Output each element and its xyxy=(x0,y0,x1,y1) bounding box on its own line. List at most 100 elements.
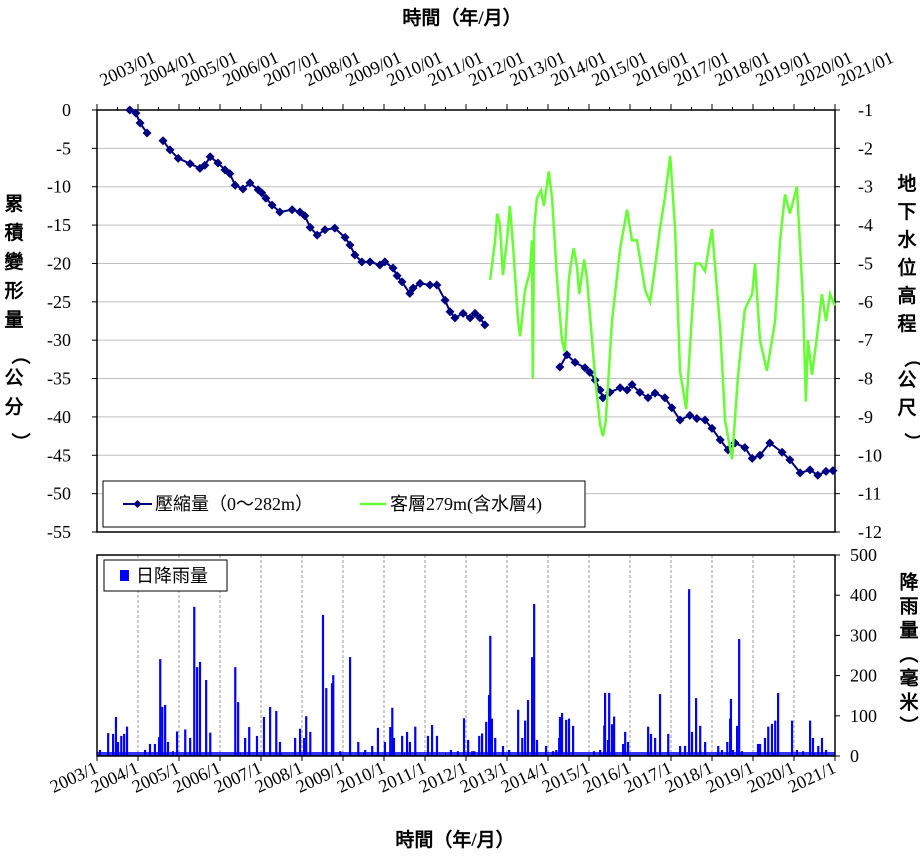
compression-marker xyxy=(458,308,468,318)
rainfall-bar xyxy=(107,733,110,756)
compression-marker xyxy=(813,470,823,480)
y-tick-label: -15 xyxy=(47,215,71,235)
compression-marker xyxy=(305,222,315,232)
axis-title-char: 地 xyxy=(897,172,916,195)
legend-diamond-icon xyxy=(133,500,142,508)
rainfall-bar xyxy=(695,698,698,756)
compression-marker xyxy=(173,153,183,163)
rainfall-bar xyxy=(309,731,312,756)
compression-marker xyxy=(125,105,135,115)
compression-marker xyxy=(777,447,787,457)
rainfall-bar xyxy=(467,739,470,756)
y-tick-label: -35 xyxy=(47,369,71,389)
rainfall-bar xyxy=(490,718,494,756)
compression-marker xyxy=(275,207,285,217)
y2-tick-label: -7 xyxy=(858,330,873,350)
compression-marker xyxy=(675,415,685,425)
y2-tick-label: -3 xyxy=(858,177,873,197)
rainfall-bar xyxy=(683,745,687,756)
y-tick-label: 400 xyxy=(850,585,877,605)
axis-title-char: 下 xyxy=(897,202,916,223)
compression-marker xyxy=(300,211,310,221)
rainfall-bar xyxy=(391,707,394,756)
rainfall-bar xyxy=(462,718,466,756)
compression-marker xyxy=(158,136,168,146)
compression-marker xyxy=(225,169,235,179)
legend-groundwater-label: 客層279m(含水層4) xyxy=(390,494,542,515)
compression-marker xyxy=(821,466,831,476)
compression-marker xyxy=(245,178,255,188)
rainfall-bar xyxy=(332,675,335,756)
rainfall-bar xyxy=(489,635,492,756)
compression-marker xyxy=(142,128,152,138)
rainfall-bar xyxy=(544,745,548,756)
y-tick-label: -20 xyxy=(47,253,71,273)
rainfall-bar xyxy=(606,739,610,756)
compression-marker xyxy=(627,380,637,390)
rainfall-bar xyxy=(330,683,334,756)
y2-tick-label: -4 xyxy=(858,215,873,235)
rainfall-bar xyxy=(603,692,607,756)
axis-title-char: 水 xyxy=(897,229,917,251)
rainfall-bar xyxy=(658,694,662,756)
rainfall-bar xyxy=(767,726,770,756)
rainfall-bar xyxy=(175,731,179,756)
rainfall-bar xyxy=(558,717,562,756)
axis-title-char: （ xyxy=(9,345,32,364)
rainfall-bar xyxy=(116,741,120,756)
y-tick-label: -50 xyxy=(47,484,71,504)
legend-compression-label: 壓縮量（0～282m） xyxy=(155,494,313,514)
y-tick-label: -10 xyxy=(47,177,71,197)
rainfall-bar xyxy=(114,717,118,756)
axis-title-char: 形 xyxy=(4,280,23,302)
compression-marker xyxy=(570,357,580,367)
rainfall-bar xyxy=(414,726,417,756)
rainfall-bar xyxy=(159,659,162,756)
y2-tick-label: -12 xyxy=(858,522,882,542)
rainfall-axis-title: 降雨量（毫米） xyxy=(897,571,919,740)
axis-title-char: 位 xyxy=(897,256,916,279)
compression-marker xyxy=(700,415,710,425)
rainfall-bar xyxy=(237,702,240,756)
rainfall-bar xyxy=(376,727,380,756)
rainfall-bar xyxy=(667,733,670,756)
plot-frame xyxy=(96,109,836,533)
rainfall-bar xyxy=(184,729,187,756)
rainfall-bar xyxy=(608,692,611,756)
rainfall-bar xyxy=(565,719,568,756)
rainfall-bar xyxy=(209,732,212,756)
rainfall-bar xyxy=(524,720,527,756)
rainfall-bar xyxy=(405,731,409,756)
rainfall-bar xyxy=(269,706,272,756)
legend-box xyxy=(102,480,586,528)
rainfall-legend: 日降雨量 xyxy=(103,559,228,592)
rainfall-bar xyxy=(371,745,374,756)
rainfall-bar xyxy=(278,741,282,756)
compression-marker xyxy=(765,438,775,448)
rainfall-bar xyxy=(348,657,352,756)
rainfall-bar xyxy=(189,737,192,756)
compression-marker xyxy=(320,225,330,235)
axis-title-char: 程 xyxy=(897,313,916,335)
rainfall-bar xyxy=(690,731,694,756)
compression-marker xyxy=(380,257,390,267)
compression-marker xyxy=(562,350,572,360)
compression-marker xyxy=(365,257,375,267)
y2-tick-label: -11 xyxy=(858,484,881,504)
rainfall-bar xyxy=(408,741,412,756)
compression-marker xyxy=(660,393,670,403)
y-tick-label: -45 xyxy=(47,445,71,465)
rainfall-bar xyxy=(531,657,534,756)
y-tick-label: -55 xyxy=(47,522,71,542)
compression-marker xyxy=(615,383,625,393)
rainfall-bar xyxy=(726,741,729,756)
y2-tick-label: -5 xyxy=(858,253,873,273)
rainfall-bar xyxy=(774,720,777,756)
rainfall-bar xyxy=(679,745,682,756)
axis-title-char: 量 xyxy=(4,309,23,331)
compression-marker xyxy=(440,295,450,305)
compression-marker xyxy=(185,159,195,169)
rainfall-bar xyxy=(392,737,396,756)
rainfall-bar xyxy=(494,737,497,756)
rainfall-bar xyxy=(161,706,164,756)
